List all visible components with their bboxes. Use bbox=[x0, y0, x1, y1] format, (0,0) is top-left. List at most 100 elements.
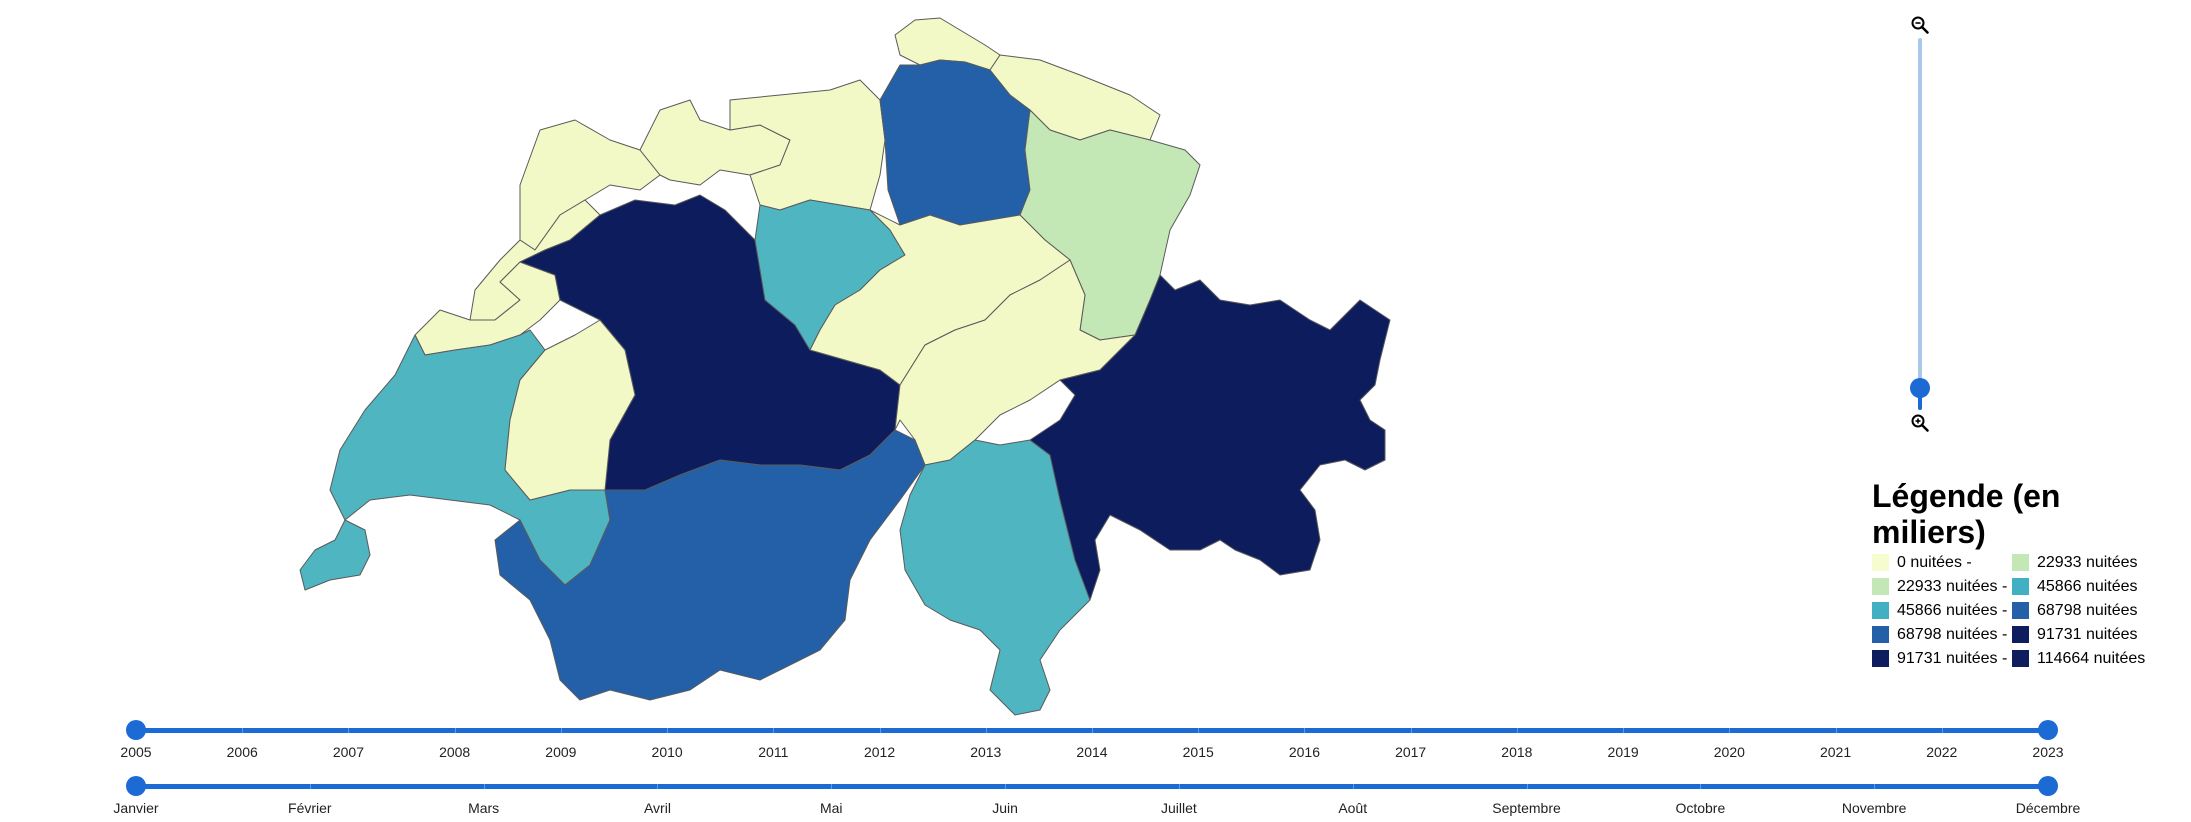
legend: Légende (en miliers) 0 nuitées - 22933 nu… bbox=[1872, 478, 2182, 669]
tick-label[interactable]: Avril bbox=[643, 800, 671, 816]
tick-mark bbox=[831, 784, 833, 789]
tick-label[interactable]: 2006 bbox=[226, 744, 258, 760]
tick-mark bbox=[1005, 784, 1007, 789]
tick-label[interactable]: 2019 bbox=[1607, 744, 1639, 760]
legend-swatch bbox=[2012, 602, 2029, 619]
tick-label[interactable]: Mai bbox=[819, 800, 843, 816]
tick-label[interactable]: 2018 bbox=[1501, 744, 1533, 760]
canton-uri-glarus[interactable] bbox=[894, 259, 1136, 466]
legend-item: 45866 nuitées bbox=[2012, 576, 2172, 597]
tick-mark bbox=[1623, 728, 1625, 733]
tick-label[interactable]: Juin bbox=[992, 800, 1018, 816]
legend-label: 22933 nuitées bbox=[2037, 554, 2138, 571]
legend-swatch bbox=[2012, 626, 2029, 643]
legend-item: 91731 nuitées - bbox=[1872, 648, 2012, 669]
tick-label[interactable]: 2012 bbox=[863, 744, 896, 760]
tick-label[interactable]: 2008 bbox=[439, 744, 471, 760]
legend-label: 0 nuitées - bbox=[1897, 554, 1972, 571]
tick-label[interactable]: Septembre bbox=[1492, 800, 1561, 816]
tick-label[interactable]: 2016 bbox=[1288, 744, 1321, 760]
legend-label: 45866 nuitées - bbox=[1897, 602, 2008, 619]
tick-mark bbox=[1304, 728, 1306, 733]
tick-mark bbox=[1410, 728, 1412, 733]
zoom-thumb[interactable] bbox=[1910, 377, 1930, 398]
range-start-handle[interactable] bbox=[126, 720, 146, 740]
tick-label[interactable]: Juillet bbox=[1161, 800, 1197, 816]
tick-label[interactable]: 2017 bbox=[1395, 744, 1427, 760]
range-start-handle[interactable] bbox=[126, 776, 146, 796]
legend-title: Légende (en miliers) bbox=[1872, 478, 2061, 550]
legend-swatch bbox=[2012, 650, 2029, 667]
tick-label[interactable]: Février bbox=[288, 800, 332, 816]
legend-label: 68798 nuitées - bbox=[1897, 626, 2008, 643]
canton-geneva[interactable] bbox=[299, 519, 371, 591]
canton-graubunden[interactable] bbox=[1029, 274, 1391, 601]
tick-label[interactable]: 2005 bbox=[120, 744, 152, 760]
tick-mark bbox=[1835, 728, 1837, 733]
canton-ticino[interactable] bbox=[899, 439, 1091, 716]
tick-mark bbox=[454, 728, 456, 733]
tick-label[interactable]: 2023 bbox=[2032, 744, 2064, 760]
zoom-track[interactable] bbox=[1918, 38, 1922, 410]
legend-swatch bbox=[2012, 554, 2029, 571]
legend-item: 45866 nuitées - bbox=[1872, 600, 2012, 621]
tick-label[interactable]: 2022 bbox=[1926, 744, 1958, 760]
canton-layer bbox=[299, 17, 1391, 716]
tick-label[interactable]: 2014 bbox=[1076, 744, 1108, 760]
tick-mark bbox=[1729, 728, 1731, 733]
zoom-track-fill bbox=[1918, 387, 1922, 410]
tick-label[interactable]: 2013 bbox=[970, 744, 1002, 760]
legend-label: 91731 nuitées bbox=[2037, 626, 2138, 643]
tick-mark bbox=[667, 728, 669, 733]
zoom-slider[interactable] bbox=[1900, 8, 1940, 438]
month-slider-track[interactable] bbox=[136, 784, 2048, 789]
tick-label[interactable]: 2020 bbox=[1713, 744, 1745, 760]
tick-mark bbox=[1092, 728, 1093, 733]
legend-item: 68798 nuitées - bbox=[1872, 624, 2012, 645]
tick-label[interactable]: Octobre bbox=[1675, 800, 1726, 816]
range-end-handle[interactable] bbox=[2038, 720, 2058, 740]
legend-item: 68798 nuitées bbox=[2012, 600, 2172, 621]
tick-mark bbox=[1526, 784, 1528, 789]
legend-grid: 0 nuitées - 22933 nuitées 22933 nuitées - 4… bbox=[1872, 552, 2182, 669]
tick-mark bbox=[1178, 784, 1180, 789]
tick-label[interactable]: 2010 bbox=[651, 744, 683, 760]
tick-label[interactable]: Novembre bbox=[1841, 800, 1907, 816]
tick-label[interactable]: 2009 bbox=[545, 744, 577, 760]
legend-label: 45866 nuitées bbox=[2037, 578, 2138, 595]
zoom-out-icon[interactable] bbox=[1911, 414, 1929, 432]
tick-mark bbox=[483, 784, 485, 789]
zoom-in-icon[interactable] bbox=[1911, 16, 1929, 34]
legend-swatch bbox=[1872, 602, 1889, 619]
tick-mark bbox=[1516, 728, 1518, 733]
tick-mark bbox=[242, 728, 244, 733]
range-end-handle[interactable] bbox=[2038, 776, 2058, 796]
canton-valais[interactable] bbox=[494, 429, 926, 701]
tick-label[interactable]: 2015 bbox=[1182, 744, 1214, 760]
legend-swatch bbox=[1872, 626, 1889, 643]
tick-label[interactable]: 2007 bbox=[332, 744, 365, 760]
legend-label: 114664 nuitées bbox=[2037, 650, 2146, 667]
tick-mark bbox=[560, 728, 562, 733]
legend-label: 22933 nuitées - bbox=[1897, 578, 2008, 595]
tick-mark bbox=[773, 728, 775, 733]
tick-mark bbox=[657, 784, 659, 789]
legend-item: 0 nuitées - bbox=[1872, 552, 2012, 573]
tick-label[interactable]: Mars bbox=[468, 800, 500, 816]
legend-item: 114664 nuitées bbox=[2012, 648, 2172, 669]
tick-mark bbox=[879, 728, 881, 733]
tick-label[interactable]: Janvier bbox=[113, 800, 159, 816]
tick-label[interactable]: 2021 bbox=[1819, 744, 1852, 760]
legend-label: 91731 nuitées - bbox=[1897, 650, 2008, 667]
legend-swatch bbox=[1872, 554, 1889, 571]
tick-label[interactable]: Août bbox=[1338, 800, 1368, 816]
year-slider[interactable]: 2005 2006 2007 2008 2009 2010 2011 2012 2013 2014… bbox=[0, 718, 2191, 768]
legend-item: 22933 nuitées - bbox=[1872, 576, 2012, 597]
tick-label[interactable]: 2011 bbox=[758, 744, 789, 760]
tick-label[interactable]: Décembre bbox=[2015, 800, 2081, 816]
tick-mark bbox=[1352, 784, 1354, 789]
tick-mark bbox=[1700, 784, 1702, 789]
tick-mark bbox=[1198, 728, 1200, 733]
month-slider[interactable]: Janvier Février Mars Avril Mai Juin Juillet Aoû… bbox=[0, 774, 2191, 822]
legend-swatch bbox=[2012, 578, 2029, 595]
